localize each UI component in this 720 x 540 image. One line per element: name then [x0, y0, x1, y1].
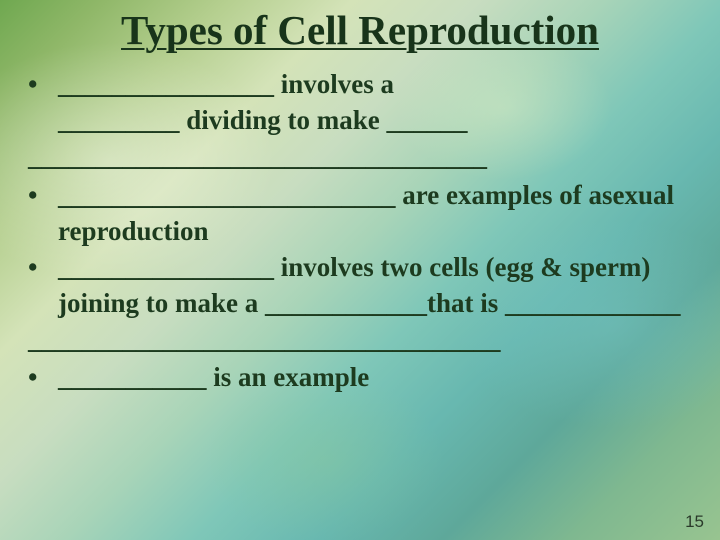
bullet-dot: •: [28, 249, 58, 285]
bullet-3-content: ________________ involves two cells (egg…: [58, 249, 690, 321]
bullet-3: • ________________ involves two cells (e…: [28, 249, 690, 321]
bullet-1-content: ________________ involves a _________ di…: [58, 66, 690, 138]
bullet-2: • _________________________ are examples…: [28, 177, 690, 249]
bullet-4: • ___________ is an example: [28, 359, 690, 395]
bullet-dot: •: [28, 359, 58, 395]
bullet-1: • ________________ involves a _________ …: [28, 66, 690, 138]
bullet-dot: •: [28, 177, 58, 213]
slide-title: Types of Cell Reproduction: [0, 6, 720, 54]
bullet-1-continuation: __________________________________: [28, 138, 690, 174]
bullet-3-continuation: ___________________________________: [28, 321, 690, 357]
slide-body: • ________________ involves a _________ …: [28, 66, 690, 396]
bullet-dot: •: [28, 66, 58, 102]
page-number: 15: [685, 512, 704, 532]
slide: Types of Cell Reproduction • ___________…: [0, 0, 720, 540]
bullet-2-content: _________________________ are examples o…: [58, 177, 690, 249]
bullet-1-text-line1: ________________ involves a: [58, 69, 394, 99]
bullet-1-text-line2: _________ dividing to make ______: [58, 105, 468, 135]
bullet-4-content: ___________ is an example: [58, 359, 690, 395]
